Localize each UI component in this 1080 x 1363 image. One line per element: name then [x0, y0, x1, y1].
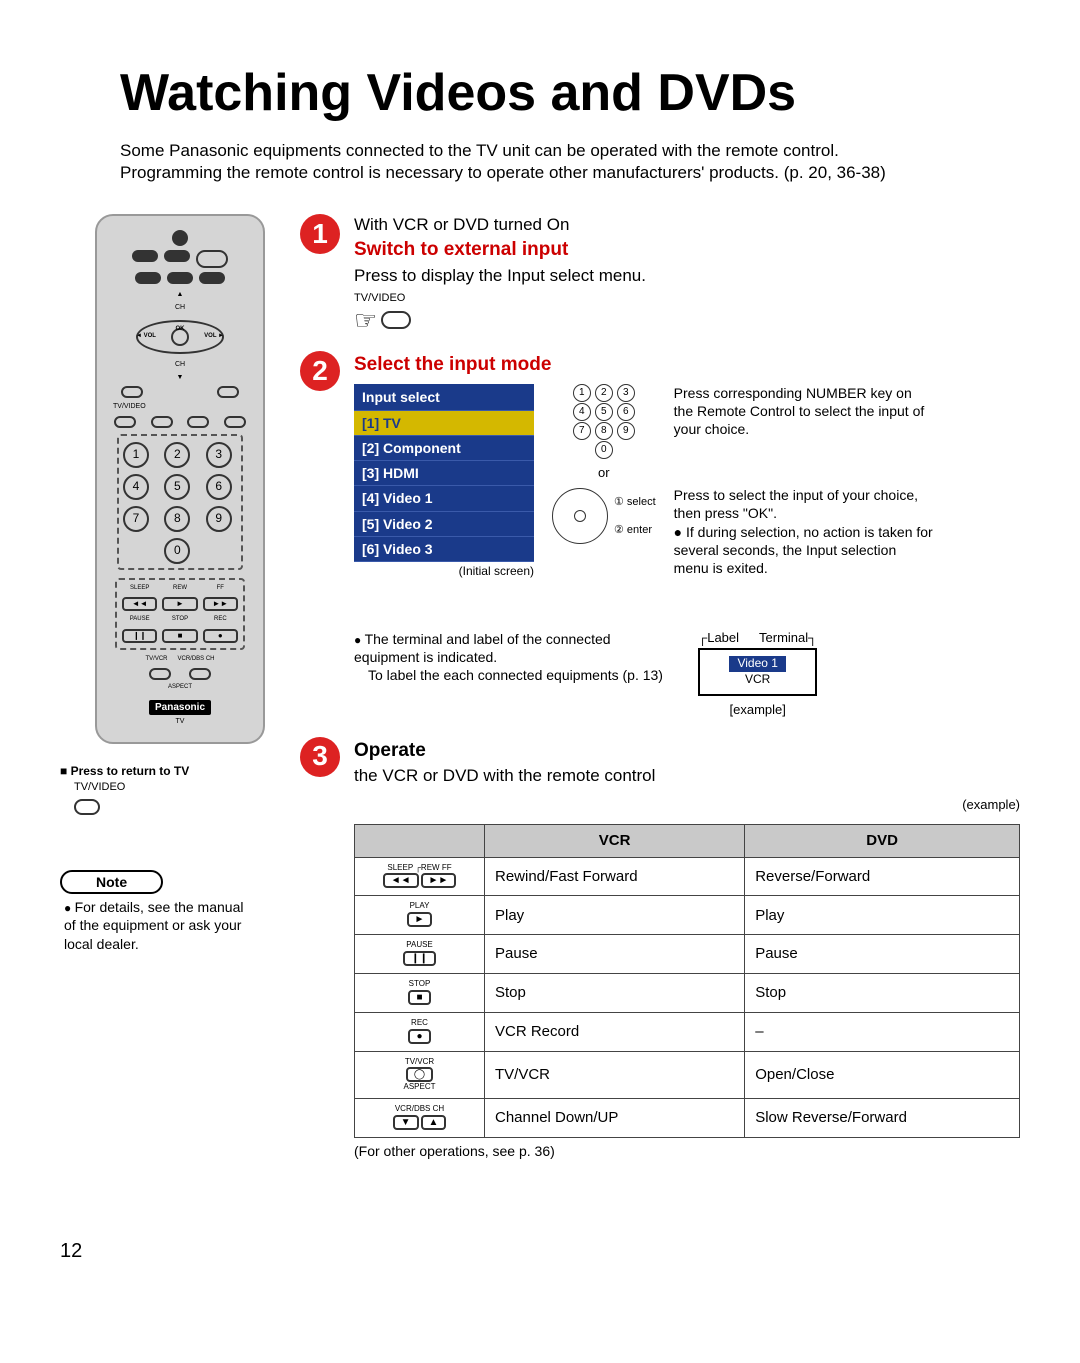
label-term-box: Video 1 VCR [698, 648, 817, 695]
step-3-title: Operate [354, 739, 426, 764]
step-1: 1 With VCR or DVD turned On Switch to ex… [300, 214, 1020, 333]
step-2-desc-b2: If during selection, no action is taken … [674, 523, 934, 578]
step-2-number: 2 [300, 351, 340, 391]
label-label: ┌Label [698, 630, 739, 647]
remote-transport: SLEEPREWFF◄◄►►►PAUSESTOPREC❙❙■● [115, 578, 245, 651]
return-to-tv: ■ Press to return to TV TV/VIDEO [60, 764, 300, 820]
step-2: 2 Select the input mode Input select [1]… [300, 351, 1020, 719]
number-pad-mini: 1234567890 [573, 384, 635, 459]
label-term-sub: To label the each connected equipments (… [368, 666, 674, 684]
step-2-title: Select the input mode [354, 353, 1020, 378]
step-2-desc-a: Press corresponding NUMBER key on the Re… [674, 384, 934, 439]
page-number: 12 [60, 1238, 1020, 1264]
dpad-mini-icon [552, 488, 608, 544]
example-right-label: (example) [354, 797, 1020, 814]
initial-screen-label: (Initial screen) [354, 564, 534, 580]
operation-table: VCRDVD SLEEP ┌REW FF◄◄►►Rewind/Fast Forw… [354, 824, 1020, 1138]
step-3-sub: the VCR or DVD with the remote control [354, 765, 1020, 787]
terminal-label: Terminal┐ [759, 630, 817, 647]
step-1-number: 1 [300, 214, 340, 254]
tv-video-button-icon [74, 799, 100, 815]
intro-line1: Some Panasonic equipments connected to t… [120, 141, 839, 160]
step-3-number: 3 [300, 737, 340, 777]
example-label: [example] [698, 702, 817, 719]
step-1-sub: Press to display the Input select menu. [354, 265, 1020, 287]
select-label: ① select [614, 488, 656, 517]
remote-illustration: ▲ CH OK ◄ VOL VOL ► CH ▼ TV/VIDEO 123456… [95, 214, 265, 744]
note-body: For details, see the manual of the equip… [64, 898, 244, 953]
step-1-pre: With VCR or DVD turned On [354, 214, 1020, 236]
step-1-title: Switch to external input [354, 238, 1020, 263]
table-footnote: (For other operations, see p. 36) [354, 1142, 1020, 1160]
intro-line2: Programming the remote control is necess… [120, 163, 886, 182]
tv-video-button-icon [381, 311, 411, 329]
label-term-bullet: The terminal and label of the connected … [354, 630, 674, 667]
step-2-desc-b1: Press to select the input of your choice… [674, 486, 934, 522]
or-label: or [598, 465, 610, 482]
tv-video-label: TV/VIDEO [354, 291, 1020, 305]
step-3: 3 Operate the VCR or DVD with the remote… [300, 737, 1020, 1161]
enter-label: ② enter [614, 516, 656, 545]
input-select-menu: Input select [1] TV[2] Component[3] HDMI… [354, 384, 534, 562]
page-title: Watching Videos and DVDs [120, 60, 1020, 128]
intro: Some Panasonic equipments connected to t… [120, 140, 1020, 184]
remote-dpad: OK ◄ VOL VOL ► [136, 320, 224, 354]
remote-numpad: 1234567890 [117, 434, 243, 570]
pointing-finger-icon: ☞ [354, 307, 377, 333]
remote-logo: Panasonic [149, 700, 211, 715]
note-pill: Note [60, 870, 163, 894]
